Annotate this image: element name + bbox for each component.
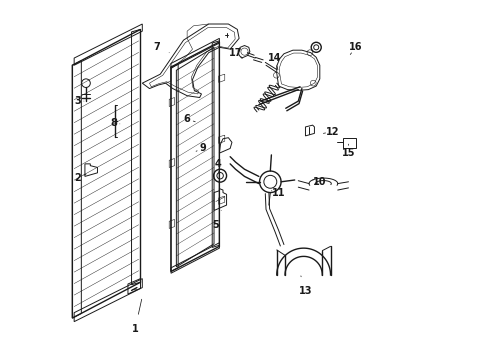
Text: 11: 11	[271, 188, 285, 198]
Text: 4: 4	[214, 159, 221, 174]
Text: 2: 2	[74, 173, 86, 183]
Text: 6: 6	[183, 114, 195, 124]
Text: 9: 9	[196, 143, 206, 153]
Text: 3: 3	[74, 96, 84, 106]
Text: 5: 5	[212, 211, 221, 230]
Text: 1: 1	[131, 299, 142, 334]
Text: 17: 17	[228, 48, 242, 58]
Text: 8: 8	[110, 118, 120, 128]
Text: 16: 16	[348, 42, 362, 54]
Text: 13: 13	[298, 276, 311, 296]
Text: 12: 12	[323, 127, 338, 136]
Text: 10: 10	[312, 177, 326, 187]
Text: 15: 15	[341, 144, 354, 158]
Text: 14: 14	[268, 53, 281, 70]
Bar	[343, 138, 355, 148]
Text: 7: 7	[153, 42, 169, 53]
